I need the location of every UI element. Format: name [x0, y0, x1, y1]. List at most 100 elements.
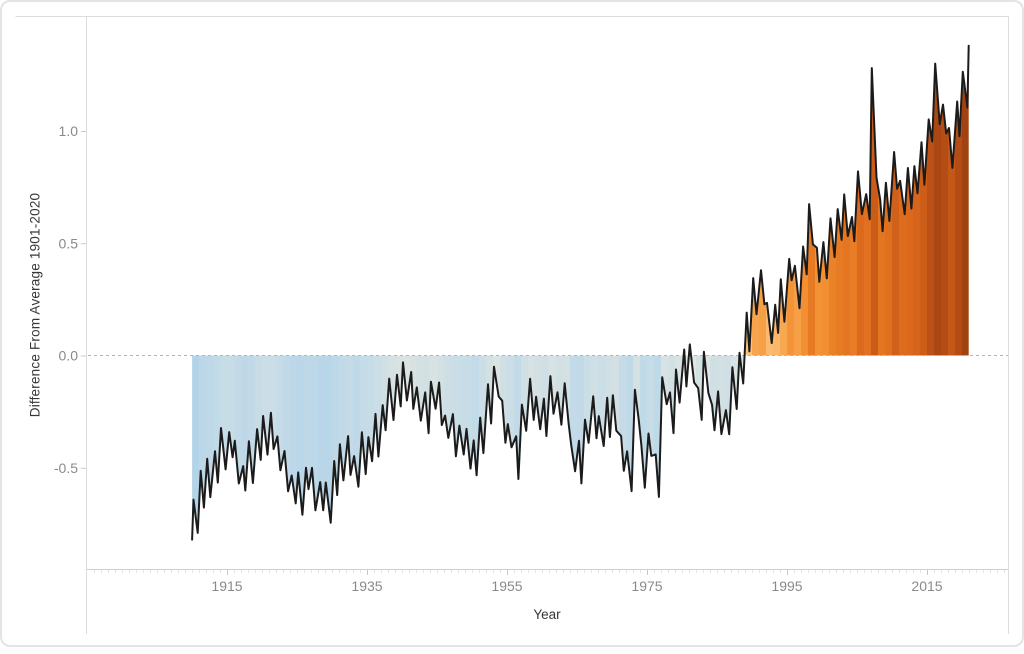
year-stripe: [920, 16, 927, 569]
y-axis-title: Difference From Average 1901-2020: [28, 193, 43, 418]
year-stripe: [850, 16, 857, 569]
year-stripe: [591, 16, 598, 569]
year-stripe: [787, 16, 794, 569]
year-stripe: [381, 16, 388, 569]
year-stripe: [311, 16, 318, 569]
year-stripe: [619, 16, 626, 569]
year-stripe: [801, 16, 808, 569]
year-stripe: [885, 16, 892, 569]
y-tick-label: -0.5: [54, 460, 78, 476]
year-stripe: [248, 16, 255, 569]
year-stripe: [633, 16, 640, 569]
year-stripe: [563, 16, 570, 569]
year-stripe: [717, 16, 724, 569]
year-stripe: [458, 16, 465, 569]
y-tick-label: 0.5: [59, 235, 79, 251]
year-stripe: [598, 16, 605, 569]
year-stripe: [647, 16, 654, 569]
year-stripe: [395, 16, 402, 569]
year-stripe: [402, 16, 409, 569]
year-stripe: [486, 16, 493, 569]
year-stripe: [430, 16, 437, 569]
year-stripe: [584, 16, 591, 569]
x-tick-label: 1955: [491, 578, 522, 594]
year-stripe: [374, 16, 381, 569]
year-stripe: [829, 16, 836, 569]
x-tick-label: 1995: [771, 578, 802, 594]
year-stripe: [815, 16, 822, 569]
year-stripe: [339, 16, 346, 569]
year-stripe: [857, 16, 864, 569]
year-stripe: [948, 16, 955, 569]
year-stripe: [570, 16, 577, 569]
y-tick-label: 0.0: [59, 348, 79, 364]
year-stripe: [675, 16, 682, 569]
year-stripe: [535, 16, 542, 569]
year-stripe: [892, 16, 899, 569]
year-stripe: [906, 16, 913, 569]
year-stripe: [451, 16, 458, 569]
year-stripe: [444, 16, 451, 569]
year-stripe: [766, 16, 773, 569]
year-stripe: [500, 16, 507, 569]
year-stripe: [724, 16, 731, 569]
year-stripe: [437, 16, 444, 569]
year-stripe: [822, 16, 829, 569]
year-stripe: [661, 16, 668, 569]
year-stripe: [269, 16, 276, 569]
year-stripe: [710, 16, 717, 569]
year-stripe: [808, 16, 815, 569]
year-stripe: [423, 16, 430, 569]
year-stripe: [836, 16, 843, 569]
x-tick-label: 1915: [211, 578, 242, 594]
year-stripe: [689, 16, 696, 569]
year-stripe: [234, 16, 241, 569]
year-stripe: [227, 16, 234, 569]
year-stripe: [913, 16, 920, 569]
year-stripe: [773, 16, 780, 569]
y-tick-label: 1.0: [59, 123, 79, 139]
x-tick-label: 1975: [631, 578, 662, 594]
year-stripe: [479, 16, 486, 569]
year-stripe: [682, 16, 689, 569]
year-stripe: [899, 16, 906, 569]
year-stripe: [416, 16, 423, 569]
year-stripe: [668, 16, 675, 569]
year-stripe: [465, 16, 472, 569]
year-stripe: [745, 16, 752, 569]
year-stripe: [738, 16, 745, 569]
year-stripe: [507, 16, 514, 569]
year-stripe: [213, 16, 220, 569]
year-stripe: [640, 16, 647, 569]
year-stripe: [864, 16, 871, 569]
year-stripe: [255, 16, 262, 569]
year-stripe: [276, 16, 283, 569]
x-tick-label: 1935: [351, 578, 382, 594]
year-stripe: [577, 16, 584, 569]
year-stripe: [409, 16, 416, 569]
year-stripe: [360, 16, 367, 569]
year-stripe: [878, 16, 885, 569]
year-stripe: [731, 16, 738, 569]
year-stripe: [605, 16, 612, 569]
year-stripe: [521, 16, 528, 569]
x-axis-title: Year: [533, 607, 560, 622]
year-stripe: [703, 16, 710, 569]
year-stripe: [388, 16, 395, 569]
year-stripe: [493, 16, 500, 569]
year-stripe: [262, 16, 269, 569]
year-stripe: [843, 16, 850, 569]
year-stripe: [514, 16, 521, 569]
x-tick-label: 2015: [911, 578, 942, 594]
year-stripe: [367, 16, 374, 569]
year-stripe: [346, 16, 353, 569]
year-stripe: [192, 16, 199, 569]
year-stripe: [220, 16, 227, 569]
year-stripe: [696, 16, 703, 569]
year-stripe: [542, 16, 549, 569]
year-stripe: [549, 16, 556, 569]
year-stripe: [941, 16, 948, 569]
year-stripe: [472, 16, 479, 569]
